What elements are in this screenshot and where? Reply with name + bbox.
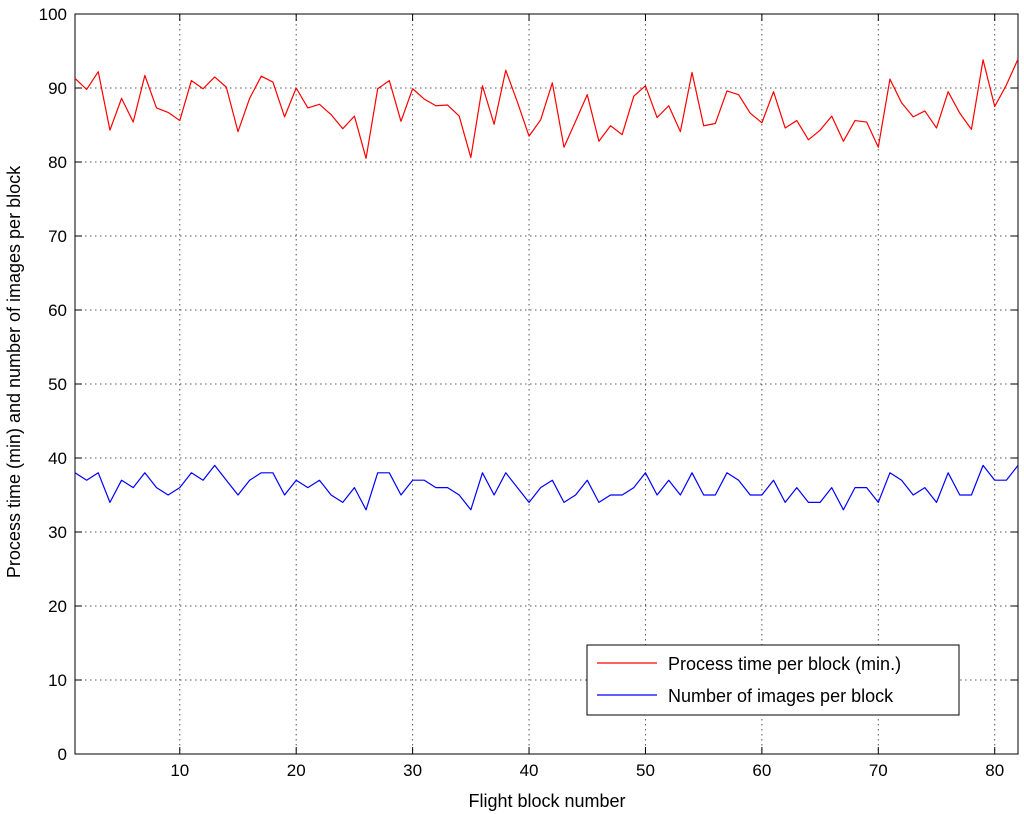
x-tick-label: 20 — [287, 761, 306, 780]
y-tick-label: 80 — [48, 153, 67, 172]
legend-label-process-time: Process time per block (min.) — [668, 654, 901, 674]
tick-marks — [75, 13, 1018, 755]
y-tick-label: 50 — [48, 375, 67, 394]
y-tick-label: 40 — [48, 449, 67, 468]
y-tick-label: 60 — [48, 301, 67, 320]
y-tick-label: 90 — [48, 79, 67, 98]
x-tick-label: 40 — [520, 761, 539, 780]
x-tick-label: 60 — [752, 761, 771, 780]
y-tick-label: 0 — [58, 745, 67, 764]
series-lines — [74, 58, 1019, 511]
series-line-process-time — [74, 58, 1019, 159]
x-tick-label: 70 — [869, 761, 888, 780]
y-tick-label: 70 — [48, 227, 67, 246]
y-tick-label: 30 — [48, 523, 67, 542]
x-axis-label: Flight block number — [468, 791, 625, 811]
x-tick-label: 80 — [985, 761, 1004, 780]
legend-box — [586, 644, 960, 716]
legend-label-number-of-images: Number of images per block — [668, 686, 894, 706]
x-tick-label: 50 — [636, 761, 655, 780]
y-tick-labels: 0 10 20 30 40 50 60 70 80 90 100 — [39, 5, 67, 764]
y-tick-label: 20 — [48, 597, 67, 616]
x-tick-label: 30 — [403, 761, 422, 780]
series-line-number-of-images — [74, 464, 1019, 511]
x-tick-label: 10 — [170, 761, 189, 780]
y-axis-label: Process time (min) and number of images … — [4, 165, 24, 578]
grid-lines — [75, 14, 1018, 754]
x-tick-labels: 10 20 30 40 50 60 70 80 — [170, 761, 1004, 780]
legend: Process time per block (min.) Number of … — [586, 644, 960, 716]
y-tick-label: 10 — [48, 671, 67, 690]
y-tick-label: 100 — [39, 5, 67, 24]
